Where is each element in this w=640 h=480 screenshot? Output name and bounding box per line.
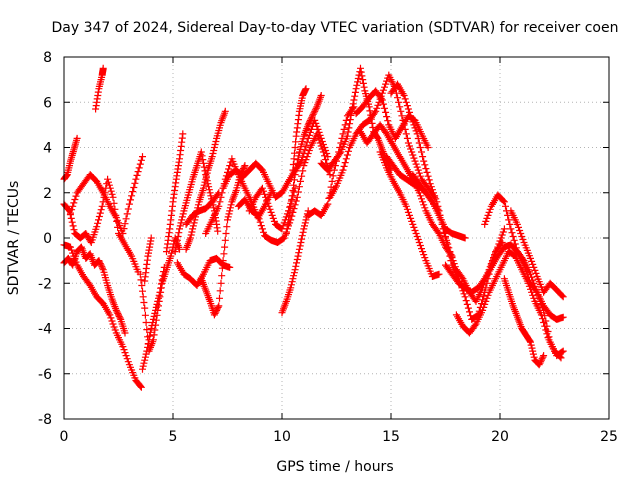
- x-tick-label: 0: [60, 429, 69, 445]
- series-arc-36: [507, 207, 567, 301]
- series-arc-17: [219, 116, 332, 201]
- series-arc-31: [409, 171, 508, 323]
- axis-ticks: 0 5 10 15 20 25 -8 -6 -4 -2 0 2 4 6 8: [38, 50, 618, 445]
- series-arc-20: [278, 207, 312, 317]
- y-tick-label: 4: [43, 141, 52, 157]
- chart-title: Day 347 of 2024, Sidereal Day-to-day VTE…: [52, 20, 619, 36]
- series-arc-19: [234, 130, 334, 246]
- y-axis-label: SDTVAR / TECUs: [6, 181, 22, 296]
- series-arc-29: [376, 148, 443, 280]
- y-tick-label: 0: [43, 231, 52, 247]
- series-arc-24: [317, 64, 395, 174]
- x-tick-label: 20: [491, 429, 509, 445]
- x-tick-label: 25: [600, 429, 618, 445]
- series-arc-11: [173, 254, 234, 289]
- series-arc-22: [282, 92, 325, 237]
- y-tick-label: -2: [38, 276, 52, 292]
- y-tick-label: 2: [43, 186, 52, 202]
- x-tick-label: 5: [169, 429, 178, 445]
- series-arc-34: [481, 191, 567, 360]
- x-tick-label: 10: [273, 429, 291, 445]
- y-tick-label: -6: [38, 367, 52, 383]
- series-arc-25: [326, 71, 439, 201]
- y-tick-label: 6: [43, 95, 52, 111]
- series-arc-10: [163, 130, 187, 256]
- y-tick-label: -4: [38, 322, 52, 338]
- series-arc-35: [500, 275, 548, 369]
- grid: [64, 57, 609, 419]
- series-arc-13: [182, 107, 229, 253]
- series-arc-21: [289, 85, 310, 174]
- x-tick-label: 15: [382, 429, 400, 445]
- series-arc-08: [141, 234, 155, 285]
- x-axis-label: GPS time / hours: [276, 459, 393, 475]
- series-arc-09: [139, 263, 168, 373]
- y-tick-label: -8: [38, 412, 52, 428]
- series-arc-26: [357, 121, 456, 260]
- data-series: [60, 64, 567, 391]
- series-arc-04: [92, 64, 107, 113]
- y-tick-label: 8: [43, 50, 52, 66]
- series-arc-06: [67, 153, 146, 237]
